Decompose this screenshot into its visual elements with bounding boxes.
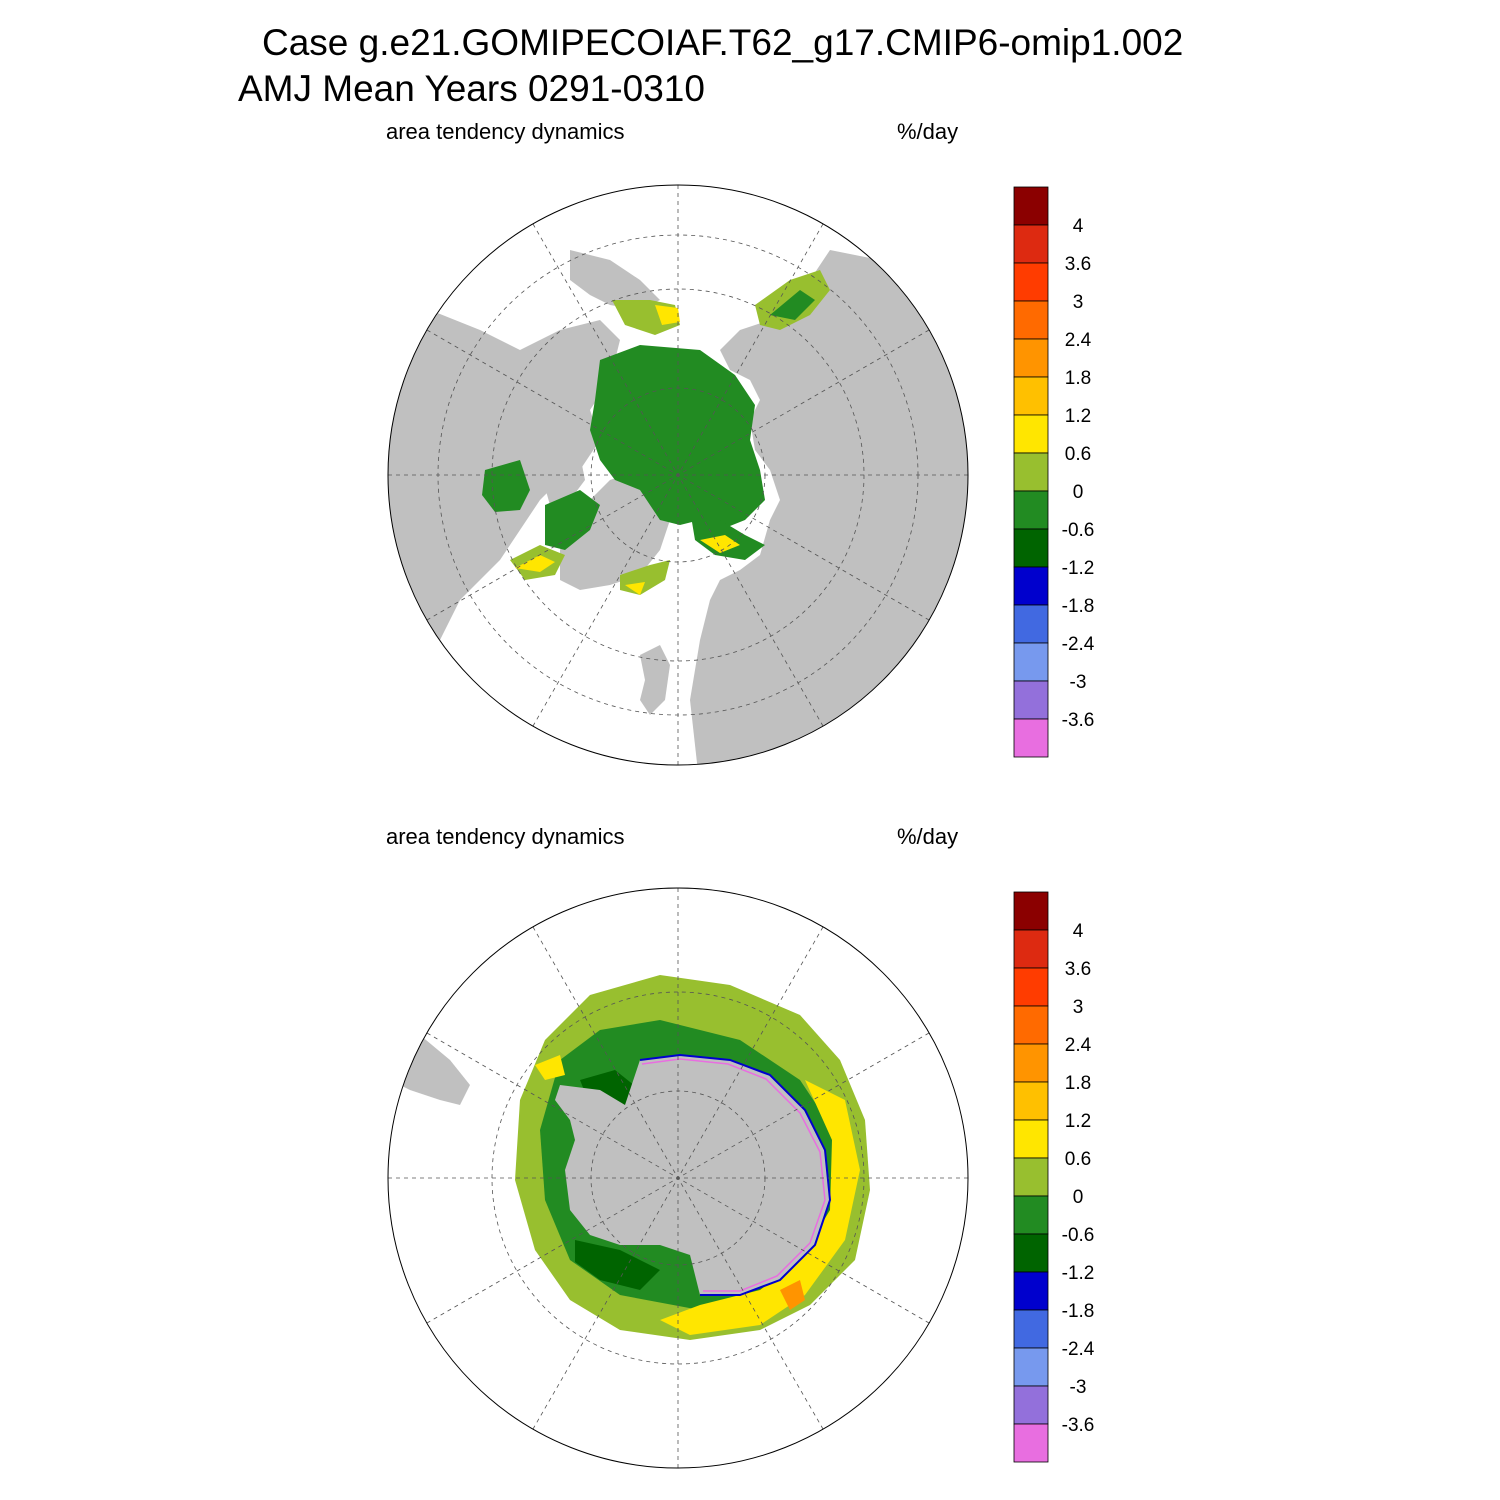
south-colorbar-tick-label: -1.8 xyxy=(1062,1301,1095,1322)
south-colorbar-tick-label: 3.6 xyxy=(1065,959,1091,980)
north-colorbar-tick-label: 2.4 xyxy=(1065,330,1092,351)
south-colorbar: 4 3.6 3 2.4 1.8 1.2 0.6 0 -0.6 -1.2 -1.8 -2.4 -3 -3.6 xyxy=(1013,891,1095,1463)
north-colorbar-swatch xyxy=(1013,680,1049,720)
north-colorbar-swatch xyxy=(1013,224,1049,264)
north-colorbar-swatch xyxy=(1013,490,1049,530)
south-colorbar-tick-label: -3.6 xyxy=(1062,1415,1095,1436)
south-colorbar-swatch xyxy=(1013,1081,1049,1121)
figure-title-line1: Case g.e21.GOMIPECOIAF.T62_g17.CMIP6-omi… xyxy=(262,22,1184,63)
north-colorbar-swatch xyxy=(1013,718,1049,758)
arctic-ice-main xyxy=(590,345,765,530)
barents-ice-yellow xyxy=(700,535,740,553)
antarctic-ice-yellow-west xyxy=(535,1055,565,1080)
baffin-land xyxy=(540,450,585,505)
north-units-label: %/day xyxy=(897,119,959,144)
south-colorbar-tick-label: 2.4 xyxy=(1065,1035,1092,1056)
south-colorbar-tick-label: -3 xyxy=(1070,1377,1087,1398)
north-colorbar-tick-label: -1.2 xyxy=(1062,558,1095,579)
antarctica-land xyxy=(555,1055,830,1295)
north-colorbar-swatch xyxy=(1013,376,1049,416)
south-colorbar-swatch xyxy=(1013,1423,1049,1463)
south-colorbar-tick-label: 0 xyxy=(1073,1187,1084,1208)
north-colorbar-tick-label: 0 xyxy=(1073,482,1084,503)
antarctic-ice-orange-patch xyxy=(780,1280,805,1310)
south-colorbar-tick-label: 0.6 xyxy=(1065,1149,1091,1170)
north-colorbar-swatch xyxy=(1013,300,1049,340)
south-colorbar-swatch xyxy=(1013,1005,1049,1045)
north-colorbar-tick-label: -3.6 xyxy=(1062,710,1095,731)
north-polar-map xyxy=(387,184,969,766)
labrador-ice-yellow xyxy=(515,555,555,572)
south-colorbar-swatch xyxy=(1013,1271,1049,1311)
north-colorbar-swatch xyxy=(1013,338,1049,378)
north-colorbar-swatch xyxy=(1013,566,1049,606)
north-colorbar-tick-label: -3 xyxy=(1070,672,1087,693)
north-colorbar-tick-label: 0.6 xyxy=(1065,444,1091,465)
south-colorbar-tick-label: -2.4 xyxy=(1062,1339,1095,1360)
south-colorbar-tick-label: 1.8 xyxy=(1065,1073,1091,1094)
south-colorbar-swatch xyxy=(1013,1043,1049,1083)
north-colorbar-swatch xyxy=(1013,604,1049,644)
south-colorbar-swatch xyxy=(1013,1119,1049,1159)
south-colorbar-tick-label: 3 xyxy=(1073,997,1084,1018)
north-colorbar-swatch xyxy=(1013,186,1049,226)
south-units-label: %/day xyxy=(897,824,959,849)
north-colorbar-tick-label: 3.6 xyxy=(1065,254,1091,275)
bering-sea-ice-yellow xyxy=(655,305,680,325)
north-colorbar-tick-label: -2.4 xyxy=(1062,634,1095,655)
south-graticule xyxy=(388,888,968,1468)
antarctic-ice-edge-magenta xyxy=(641,1058,826,1292)
antarctic-ice-yellow-east xyxy=(660,1080,860,1335)
south-polar-map xyxy=(387,887,969,1469)
south-colorbar-swatch xyxy=(1013,1233,1049,1273)
north-colorbar-tick-label: -1.8 xyxy=(1062,596,1095,617)
greenland-east-ice-yellow xyxy=(625,582,645,595)
north-colorbar-swatch xyxy=(1013,452,1049,492)
british-isles-land xyxy=(640,645,670,715)
barents-ice xyxy=(690,510,765,560)
north-colorbar-tick-label: 3 xyxy=(1073,292,1084,313)
north-colorbar: 4 3.6 3 2.4 1.8 1.2 0.6 0 -0.6 -1.2 -1.8 -2.4 -3 -3.6 xyxy=(1013,186,1095,758)
north-graticule xyxy=(388,185,968,765)
north-variable-label: area tendency dynamics xyxy=(386,119,625,144)
figure-title-line2: AMJ Mean Years 0291-0310 xyxy=(238,68,705,109)
antarctic-ice-darkgreen-2 xyxy=(575,1240,660,1290)
baffin-bay-ice xyxy=(545,490,600,550)
south-colorbar-swatch xyxy=(1013,929,1049,969)
south-colorbar-tick-label: -0.6 xyxy=(1062,1225,1095,1246)
south-colorbar-swatch xyxy=(1013,1347,1049,1387)
north-colorbar-swatch xyxy=(1013,642,1049,682)
south-colorbar-swatch xyxy=(1013,1309,1049,1349)
north-colorbar-tick-label: -0.6 xyxy=(1062,520,1095,541)
hudson-bay-ice xyxy=(482,460,530,512)
north-colorbar-swatch xyxy=(1013,414,1049,454)
south-colorbar-swatch xyxy=(1013,1195,1049,1235)
greenland-land xyxy=(560,470,670,590)
south-colorbar-swatch xyxy=(1013,967,1049,1007)
north-colorbar-swatch xyxy=(1013,262,1049,302)
south-colorbar-swatch xyxy=(1013,891,1049,931)
antarctic-ice-edge xyxy=(639,1053,832,1296)
south-variable-label: area tendency dynamics xyxy=(386,824,625,849)
okhotsk-ice-green xyxy=(770,290,815,320)
south-colorbar-swatch xyxy=(1013,1385,1049,1425)
north-colorbar-tick-label: 4 xyxy=(1073,216,1084,237)
south-colorbar-tick-label: 4 xyxy=(1073,921,1084,942)
north-colorbar-tick-label: 1.8 xyxy=(1065,368,1091,389)
bering-land xyxy=(570,250,660,310)
north-colorbar-swatch xyxy=(1013,528,1049,568)
south-colorbar-swatch xyxy=(1013,1157,1049,1197)
north-colorbar-tick-label: 1.2 xyxy=(1065,406,1091,427)
south-colorbar-tick-label: 1.2 xyxy=(1065,1111,1091,1132)
south-colorbar-tick-label: -1.2 xyxy=(1062,1263,1095,1284)
